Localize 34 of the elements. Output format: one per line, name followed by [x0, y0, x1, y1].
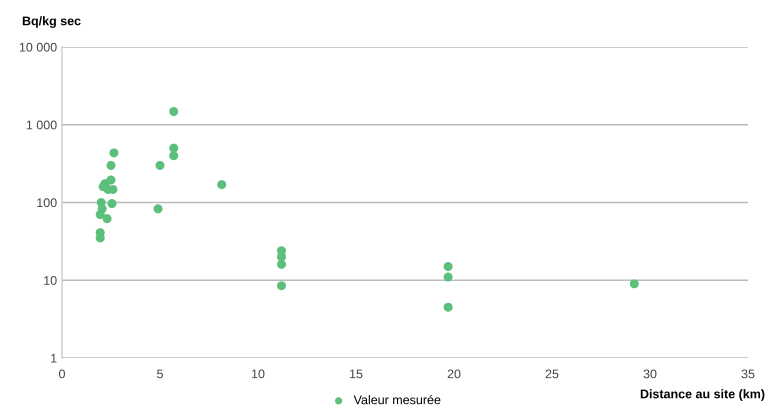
x-tick-label: 10: [252, 369, 264, 378]
y-tick-label: 10: [44, 276, 57, 285]
x-axis-title: Distance au site (km): [640, 389, 764, 401]
point: [156, 160, 164, 170]
point: [444, 262, 453, 272]
x-tick-label: 5: [157, 370, 163, 378]
point: [96, 210, 105, 220]
point: [277, 260, 286, 269]
point: [169, 144, 178, 153]
point: [106, 160, 116, 170]
legend-label: Valeur mesurée: [354, 394, 440, 404]
x-tick-label: 15: [350, 370, 362, 378]
x-tick-label: 30: [644, 369, 656, 378]
point: [444, 302, 453, 312]
y-axis-title: Bq/kg sec: [22, 16, 81, 28]
point: [169, 107, 178, 116]
point: [109, 148, 118, 158]
y-tick-label: 100: [37, 198, 57, 208]
point: [106, 175, 116, 184]
point: [169, 151, 178, 160]
point: [102, 214, 112, 224]
point: [444, 272, 453, 282]
x-tick-label: 20: [448, 369, 460, 378]
point: [217, 180, 226, 190]
y-tick-label: 10 000: [20, 42, 57, 52]
point: [630, 279, 639, 288]
y-tick-label: 1: [51, 354, 57, 363]
x-tick-label: 25: [546, 369, 558, 378]
point: [107, 199, 116, 208]
point: [154, 204, 163, 214]
x-tick-label: 0: [59, 369, 65, 378]
point: [277, 281, 286, 290]
y-tick-label: 1 000: [26, 120, 57, 130]
x-tick-label: 35: [742, 369, 754, 378]
